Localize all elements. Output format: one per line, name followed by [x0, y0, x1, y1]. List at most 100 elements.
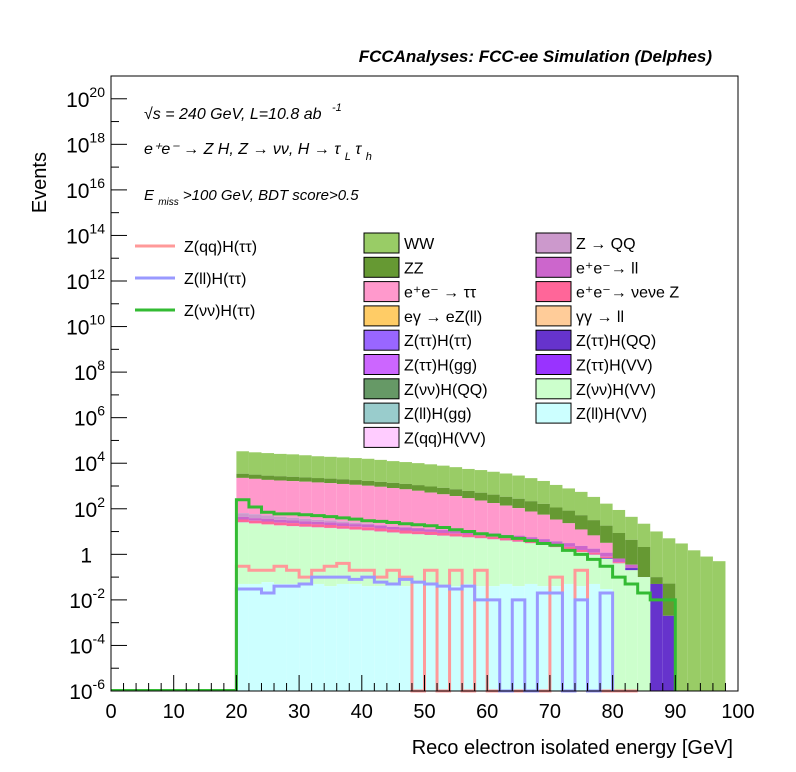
legend-label-16: Z(ll)H(VV) — [576, 406, 647, 423]
annotation-energy-luminosity: √s = 240 GeV, L=10.8 ab -1 — [144, 102, 342, 123]
y-axis-label: Events — [29, 152, 51, 213]
bar-z-h-qq-86 — [650, 583, 663, 691]
y-tick-base-11: 10 — [66, 180, 89, 203]
bar-ww-54 — [449, 467, 463, 490]
bar-e-e-ll-36 — [336, 523, 350, 527]
bar-z-ll-h-vv-48 — [411, 583, 425, 691]
y-tick-exponent-0: -6 — [93, 676, 106, 692]
bar-e-e-ll-78 — [600, 552, 613, 557]
annotation-process-text: e⁺e⁻ → Z H, Z → νν, H → τ — [144, 141, 341, 158]
bar-z-h-vv-34 — [324, 528, 337, 587]
bar-ww-56 — [462, 468, 475, 491]
bar-z-qq-22 — [248, 514, 262, 519]
bar-e-e-70 — [549, 519, 563, 542]
legend-swatch-1 — [363, 256, 400, 278]
bar-e-e-ll-26 — [274, 519, 287, 523]
bar-e-e-30 — [299, 481, 312, 519]
annotation-process-subscript-L: L — [345, 151, 351, 163]
bar-ww-52 — [437, 465, 450, 488]
y-tick-label-8: 1010 — [66, 312, 105, 340]
bar-z-ll-h-vv-68 — [537, 586, 550, 691]
bar-z-h-vv-24 — [261, 524, 275, 583]
bar-z-h-vv-80 — [612, 563, 626, 691]
bar-z-qq-36 — [336, 521, 350, 524]
bar-e-e-ll-50 — [424, 529, 438, 532]
bar-e-e-76 — [587, 535, 601, 549]
bar-zz-64 — [512, 498, 525, 509]
bar-e-e-ll-82 — [625, 564, 638, 569]
y-tick-label-7: 108 — [74, 357, 105, 385]
bar-e-e-22 — [248, 478, 262, 515]
bar-z-qq-38 — [349, 522, 362, 525]
bar-ww-50 — [424, 464, 438, 487]
bar-ww-32 — [311, 456, 325, 479]
bar-ww-22 — [248, 452, 262, 475]
bar-z-qq-26 — [274, 516, 287, 520]
y-tick-base-7: 10 — [74, 362, 97, 385]
x-tick-label-90: 90 — [664, 701, 686, 723]
bar-e-e-36 — [336, 483, 350, 522]
bar-e-e-ll-28 — [286, 520, 300, 524]
bar-e-e-e-e-z-78 — [600, 556, 613, 559]
bar-z-ll-h-vv-72 — [562, 583, 575, 691]
bar-z-h-vv-62 — [499, 540, 513, 584]
bar-z-h-qq-88 — [662, 615, 676, 691]
legend-label-3: eγ → eZ(ll) — [404, 309, 482, 326]
stack-z-ll-h-vv-16 — [236, 582, 613, 691]
bar-z-h-qq-78 — [600, 558, 613, 559]
stack-e-ez-ll-3 — [236, 513, 438, 530]
y-tick-label-5: 104 — [74, 448, 105, 476]
bar-e-e-e-e-z-26 — [274, 522, 287, 526]
bar-z-ll-h-vv-44 — [386, 583, 400, 691]
y-tick-exponent-7: 8 — [97, 357, 105, 373]
bar-e-e-e-e-z-28 — [286, 523, 300, 526]
legend-label-7: Z(ll)H(gg) — [404, 406, 472, 423]
legend-label-9: Z → QQ — [576, 236, 636, 253]
bar-e-e-34 — [324, 483, 337, 521]
stack-zz-1 — [236, 473, 676, 616]
bar-e-e-ll-22 — [248, 518, 262, 521]
x-tick-label-60: 60 — [476, 701, 498, 723]
bar-e-e-e-e-z-36 — [336, 526, 350, 529]
legend-label-12: γγ → ll — [576, 309, 624, 326]
stack-z-qq-9 — [236, 513, 375, 525]
bar-e-e-24 — [261, 479, 275, 516]
y-tick-exponent-1: -4 — [93, 630, 106, 646]
bar-z-qq-28 — [286, 517, 300, 521]
bar-z-h-vv-22 — [248, 523, 262, 584]
bar-ww-70 — [549, 484, 563, 508]
y-tick-exponent-12: 18 — [89, 129, 105, 145]
legend-label-1: ZZ — [404, 260, 424, 277]
y-tick-base-10: 10 — [66, 225, 89, 248]
bar-z-ll-h-vv-30 — [299, 583, 312, 691]
bar-z-h-vv-72 — [562, 549, 575, 584]
bar-zz-86 — [650, 577, 663, 584]
x-tick-label-30: 30 — [288, 701, 310, 723]
x-tick-label-70: 70 — [539, 701, 561, 723]
bar-ww-90 — [675, 543, 688, 691]
y-tick-exponent-9: 12 — [89, 266, 105, 282]
bar-e-e-62 — [499, 505, 513, 535]
bar-z-h-vv-70 — [549, 547, 563, 587]
bar-ww-36 — [336, 457, 350, 480]
bar-zz-34 — [324, 478, 337, 484]
bar-e-e-e-e-z-52 — [437, 532, 450, 536]
bar-zz-60 — [487, 494, 500, 504]
bar-z-h-vv-26 — [274, 525, 287, 584]
bar-z-ll-h-vv-78 — [600, 589, 613, 691]
bar-e-e-e-e-z-56 — [462, 534, 475, 538]
stack-z-h-vv-14 — [236, 522, 613, 559]
bar-e-e-ll-32 — [311, 521, 325, 525]
y-tick-label-10: 1014 — [66, 220, 105, 248]
y-tick-base-2: 10 — [69, 590, 92, 613]
x-tick-label-0: 0 — [105, 701, 116, 723]
legend-signal-label-2: Z(νν)H(ττ) — [184, 303, 255, 320]
bar-zz-42 — [374, 481, 387, 487]
stack-z-qq-h-vv-8 — [299, 518, 337, 521]
bar-z-h-vv-56 — [462, 537, 475, 584]
bar-z-h-vv-84 — [637, 577, 651, 691]
legend-swatch-13 — [535, 329, 572, 351]
bar-ww-30 — [299, 455, 312, 478]
bar-e-e-ll-44 — [386, 526, 400, 530]
